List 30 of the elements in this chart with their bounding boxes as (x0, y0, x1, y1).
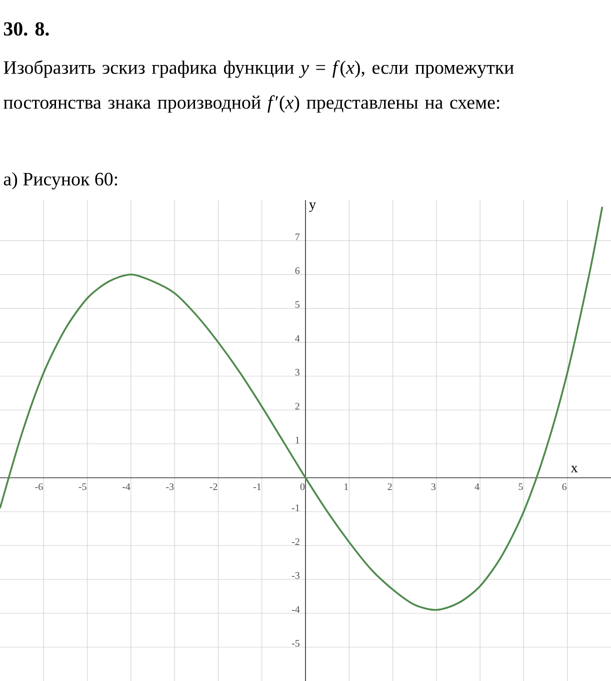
y-tick-label: 7 (296, 234, 300, 240)
x-tick-label: 5 (518, 483, 523, 490)
x-tick-label: -4 (122, 483, 130, 490)
y-tick-label: 5 (295, 301, 300, 308)
y-tick-label: -1 (292, 504, 300, 512)
x-tick-label: 0 (300, 483, 305, 490)
y-tick-label: 1 (296, 436, 300, 444)
y-tick-label: 4 (295, 335, 300, 342)
y-tick-label: -5 (292, 640, 300, 647)
text: Изобразить эскиз графика функции y = f(x), если промежутки постоянства знака производной f′(x) представлены на схеме: (4, 60, 514, 113)
x-tick-label: 2 (388, 483, 392, 490)
x-tick-label: 3 (431, 483, 436, 490)
x-tick-label: -6 (35, 483, 43, 490)
y-tick-label: 3 (295, 368, 300, 376)
y-tick-label: 6 (295, 267, 300, 274)
y-tick-label: -3 (292, 572, 300, 579)
x-tick-label: 6 (562, 483, 567, 490)
x-tick-label: 1 (344, 483, 348, 490)
x-tick-label: -2 (210, 483, 218, 490)
text: а) Рисунок 60: (4, 172, 118, 190)
x-axis-title: x (570, 466, 578, 472)
y-axis-title: y (309, 202, 316, 212)
y-tick-label: -2 (292, 538, 300, 545)
y-tick-label: -4 (292, 606, 300, 613)
x-tick-label: -3 (166, 483, 174, 490)
chart-title: 30. 8. (4, 22, 49, 36)
y-tick-label: 2 (295, 402, 300, 410)
x-tick-label: 4 (474, 483, 480, 490)
x-tick-label: -1 (253, 483, 261, 490)
x-tick-label: -5 (78, 483, 86, 490)
